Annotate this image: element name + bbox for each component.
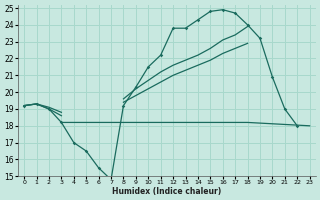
X-axis label: Humidex (Indice chaleur): Humidex (Indice chaleur) — [112, 187, 221, 196]
